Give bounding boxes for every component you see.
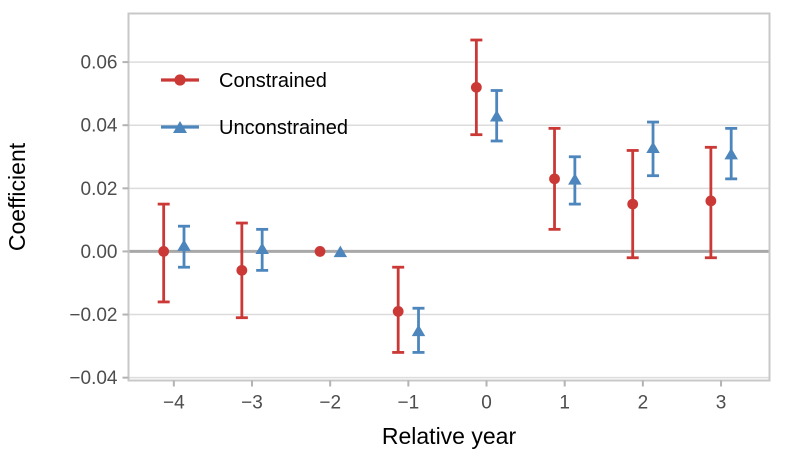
x-tick-label: 1 (559, 393, 570, 414)
point-constrained (158, 246, 170, 257)
y-tick-label: 0.04 (81, 116, 118, 137)
legend-key-circle (174, 74, 186, 86)
y-tick-label: 0.02 (81, 179, 118, 200)
x-tick-label: −4 (163, 393, 185, 414)
y-tick-label: −0.02 (69, 305, 117, 326)
y-tick-label: 0.00 (81, 242, 118, 263)
x-axis-title: Relative year (382, 423, 517, 449)
x-tick-label: −2 (319, 393, 341, 414)
x-tick-label: −1 (398, 393, 420, 414)
panel-border (127, 12, 771, 382)
point-unconstrained (724, 147, 738, 160)
point-unconstrained (489, 109, 504, 122)
legend-label-constrained: Constrained (219, 70, 327, 92)
point-constrained (314, 246, 326, 257)
axis-layer: −0.04 −0.02 0.00 0.02 0.04 0.06 −4 −3 −2 −1 0 1 2 3 (69, 53, 726, 414)
x-tick-label: 3 (716, 393, 727, 414)
legend: Constrained Unconstrained (161, 70, 348, 139)
point-constrained (236, 264, 248, 276)
x-tick-label: 0 (481, 393, 492, 414)
point-unconstrained (411, 324, 426, 337)
point-unconstrained (646, 141, 660, 154)
grid-layer (128, 61, 770, 379)
point-constrained (392, 305, 404, 317)
point-unconstrained (333, 245, 348, 258)
point-unconstrained (177, 239, 191, 251)
x-tick-label: −3 (241, 393, 263, 414)
point-constrained (627, 198, 639, 210)
legend-label-unconstrained: Unconstrained (219, 117, 348, 139)
point-unconstrained (255, 242, 269, 255)
y-tick-label: −0.04 (69, 368, 118, 389)
point-unconstrained (568, 173, 582, 185)
x-tick-label: 2 (638, 393, 649, 414)
point-constrained (705, 195, 717, 207)
y-tick-label: 0.06 (81, 53, 118, 74)
point-constrained (470, 81, 482, 93)
y-axis-title: Coefficient (4, 142, 30, 251)
legend-key-triangle (173, 121, 187, 133)
legend-markers (161, 74, 199, 133)
data-layer (157, 38, 738, 354)
point-constrained (549, 173, 560, 185)
